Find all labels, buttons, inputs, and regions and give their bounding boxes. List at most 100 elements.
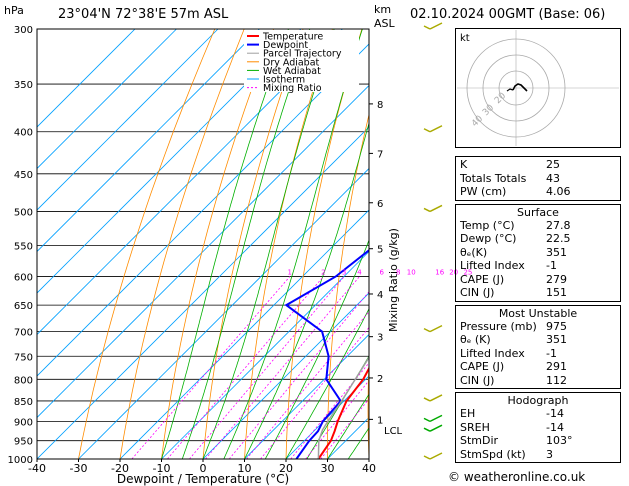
surface-row: Temp (°C) 27.8 [460, 218, 571, 232]
pressure-tick-label: 300 [14, 25, 33, 36]
hodo-row: StmDir 103° [460, 434, 573, 447]
location-label: 23°04'N 72°38'E 57m ASL [58, 7, 229, 22]
isotherm [119, 209, 369, 459]
legend-label: Dry Adiabat [263, 57, 320, 68]
isotherm [37, 43, 369, 377]
surface-row: CIN (J) 151 [460, 286, 567, 299]
legend-label: Parcel Trajectory [263, 49, 342, 60]
isotherm [37, 29, 302, 294]
isotherm [37, 126, 369, 459]
isotherm [37, 29, 177, 170]
wet-adiabat [202, 29, 335, 459]
dry-adiabat [367, 352, 369, 459]
isotherm [37, 84, 369, 419]
mixing-ratio-label: 25 [463, 269, 472, 277]
hodo-row: EH -14 [460, 407, 564, 420]
mixing-ratio-label: 16 [435, 269, 444, 277]
dry-adiabat [244, 29, 333, 459]
x-tick-label: -40 [28, 462, 46, 475]
hodograph: kt 40 30 20 [455, 28, 621, 148]
km-tick-label: 8 [377, 100, 383, 111]
wind-barb [429, 324, 443, 333]
wind-barb [423, 417, 431, 423]
credit-text: © weatheronline.co.uk [448, 470, 586, 484]
wind-barb [423, 427, 431, 432]
wind-barbs [423, 22, 443, 460]
surface-row: Lifted Index -1 [460, 259, 557, 272]
km-tick-label: 7 [377, 149, 383, 160]
pressure-unit-label: hPa [4, 4, 24, 17]
x-tick-label: 20 [279, 462, 293, 475]
mixing-ratio-label: 6 [380, 269, 385, 277]
isotherm [37, 29, 260, 253]
wind-barb [429, 424, 443, 432]
x-tick-label: -20 [111, 462, 129, 475]
wet-adiabat [264, 239, 369, 459]
hodograph-trace [512, 83, 528, 92]
profile-temperature [317, 366, 369, 459]
surface-row: Dewp (°C) 22.5 [460, 232, 571, 245]
wind-barb [423, 455, 431, 460]
wind-barb [429, 394, 443, 402]
surface-box: Surface Temp (°C) 27.8 Dewp (°C) 22.5 θₑ(K… [455, 203, 621, 302]
mixing-ratio-label: 20 [449, 269, 458, 277]
x-tick-label: -30 [70, 462, 88, 475]
dry-adiabat [407, 29, 450, 459]
surface-row: θₑ(K) 351 [460, 245, 567, 259]
wind-barb [423, 207, 431, 213]
profile-parcel-trajectory [317, 356, 369, 459]
hodograph-storm-motion [506, 88, 514, 92]
km-tick-label: 6 [377, 199, 383, 210]
most-unstable-title: Most Unstable [498, 306, 578, 320]
mixing-ratio-label: 1 [288, 269, 292, 277]
dry-adiabat [202, 29, 304, 459]
legend-label: Dewpoint [263, 40, 308, 51]
wet-adiabat [181, 29, 311, 459]
isotherm [37, 29, 219, 211]
mu-row: Lifted Index -1 [460, 346, 557, 360]
legend-label: Isotherm [263, 75, 305, 86]
wind-barb [423, 327, 431, 333]
datetime-label: 02.10.2024 00GMT (Base: 06) [410, 7, 606, 22]
pressure-tick-label: 450 [14, 170, 33, 181]
km-tick-label: 1 [377, 415, 383, 426]
wind-barb [429, 204, 443, 213]
indices-panel: K 25 Totals Totals 43 PW (cm) 4.06 Surface … [455, 156, 621, 466]
km-tick-label: 3 [377, 333, 383, 344]
pressure-tick-label: 1000 [8, 455, 33, 466]
mu-row: CIN (J) 112 [460, 373, 567, 387]
mixing-ratio-line [167, 276, 324, 459]
pressure-tick-label: 900 [14, 417, 33, 428]
profile-dewpoint [284, 248, 369, 459]
mu-row: Pressure (mb) 975 [460, 319, 567, 333]
x-axis-label: Dewpoint / Temperature (°C) [117, 472, 289, 486]
wind-barb [429, 414, 443, 423]
wet-adiabat [306, 355, 369, 459]
mixing-ratio-label: 3 [342, 269, 346, 277]
pressure-tick-label: 650 [14, 301, 33, 312]
km-tick-label: 5 [377, 245, 383, 256]
mixing-ratio-label: 2 [321, 269, 325, 277]
lcl-label: LCL [384, 426, 403, 437]
mixing-ratio-line [228, 291, 369, 459]
legend-label: Temperature [262, 32, 323, 43]
mixing-ratio-label: 4 [357, 269, 362, 277]
isotherm [37, 29, 343, 336]
x-tick-label: 30 [321, 462, 335, 475]
mixing-ratio-line [189, 276, 345, 459]
dry-adiabat [620, 29, 629, 459]
wet-adiabat [285, 307, 369, 459]
dry-adiabat [119, 29, 245, 459]
pressure-tick-label: 400 [14, 128, 33, 139]
x-tick-label: -10 [153, 462, 171, 475]
dry-adiabat [285, 29, 363, 459]
wind-barb [423, 128, 431, 133]
pressure-tick-label: 750 [14, 352, 33, 363]
isotherm [244, 333, 369, 459]
pressure-tick-label: 850 [14, 397, 33, 408]
wind-barb [423, 397, 431, 402]
pressure-tick-label: 350 [14, 80, 33, 91]
pressure-tick-label: 500 [14, 207, 33, 218]
x-tick-label: 0 [200, 462, 207, 475]
